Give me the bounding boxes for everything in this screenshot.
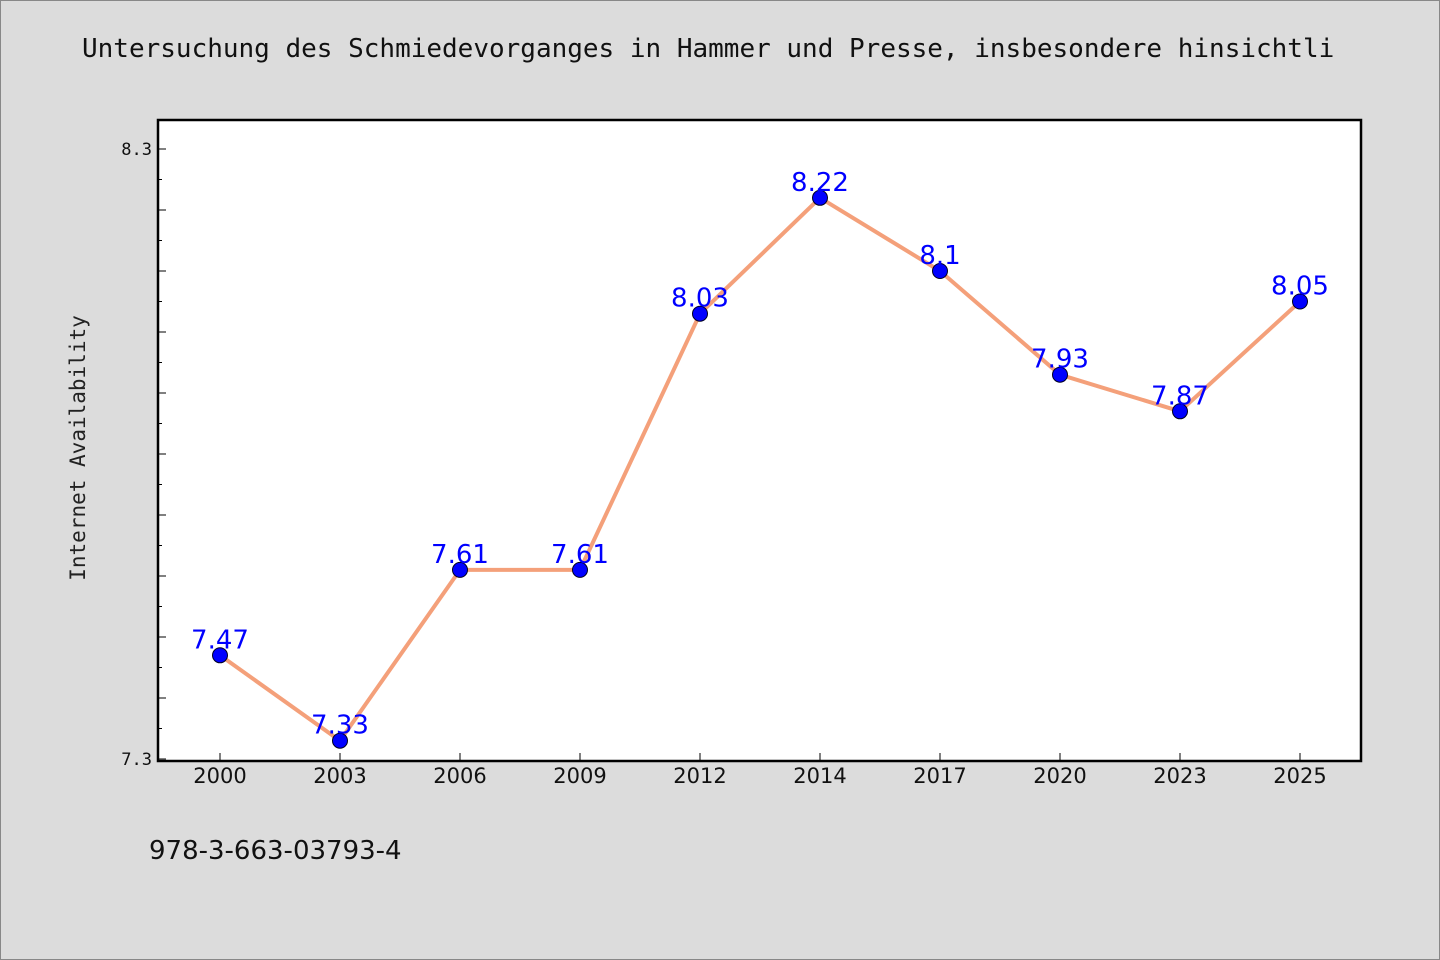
- series-layer: 7.47 7.33 7.61 7.61 8.03 8.22 8.1 7.93 7.87 8.05: [191, 168, 1329, 749]
- data-label: 7.93: [1031, 345, 1089, 375]
- data-label: 8.1: [919, 241, 960, 271]
- y-tick-label: 8.3: [121, 140, 152, 160]
- data-point: [812, 189, 828, 206]
- x-tick-label: 2020: [1033, 764, 1086, 788]
- data-label: 7.33: [311, 711, 369, 741]
- x-tick-label: 2006: [433, 764, 486, 788]
- data-label: 7.47: [191, 625, 249, 655]
- data-point: [572, 561, 588, 578]
- plot-area: [156, 118, 1363, 763]
- data-label: 8.05: [1271, 272, 1329, 302]
- data-point: [932, 263, 948, 279]
- isbn-footnote: 978-3-663-03793-4: [149, 836, 402, 866]
- data-point: [452, 561, 468, 578]
- data-label: 8.03: [671, 284, 729, 314]
- y-axis: 7.3 8.3: [121, 140, 166, 770]
- data-point: [1292, 293, 1308, 310]
- data-point: [332, 732, 348, 749]
- data-label: 8.22: [791, 168, 849, 198]
- data-point: [1172, 403, 1188, 420]
- x-tick-label: 2025: [1273, 764, 1326, 788]
- x-axis: 2000 2003 2006 2009 2012 2014 2017 2020 2023 2025: [193, 753, 1327, 788]
- data-label: 7.61: [431, 540, 489, 570]
- series-line: [218, 195, 1302, 743]
- data-label: 7.87: [1151, 381, 1209, 411]
- x-tick-label: 2000: [193, 764, 246, 788]
- y-tick-label: 7.3: [121, 750, 152, 770]
- x-tick-label: 2023: [1153, 764, 1206, 788]
- x-tick-label: 2017: [913, 764, 966, 788]
- x-tick-label: 2009: [553, 764, 606, 788]
- x-tick-label: 2014: [793, 764, 846, 788]
- x-tick-label: 2012: [673, 764, 726, 788]
- chart-title: Untersuchung des Schmiedevorganges in Ha…: [82, 34, 1335, 64]
- x-tick-label: 2003: [313, 764, 366, 788]
- data-point: [1052, 366, 1068, 383]
- data-point: [212, 647, 228, 664]
- data-label: 7.61: [551, 540, 609, 570]
- data-point: [692, 305, 708, 322]
